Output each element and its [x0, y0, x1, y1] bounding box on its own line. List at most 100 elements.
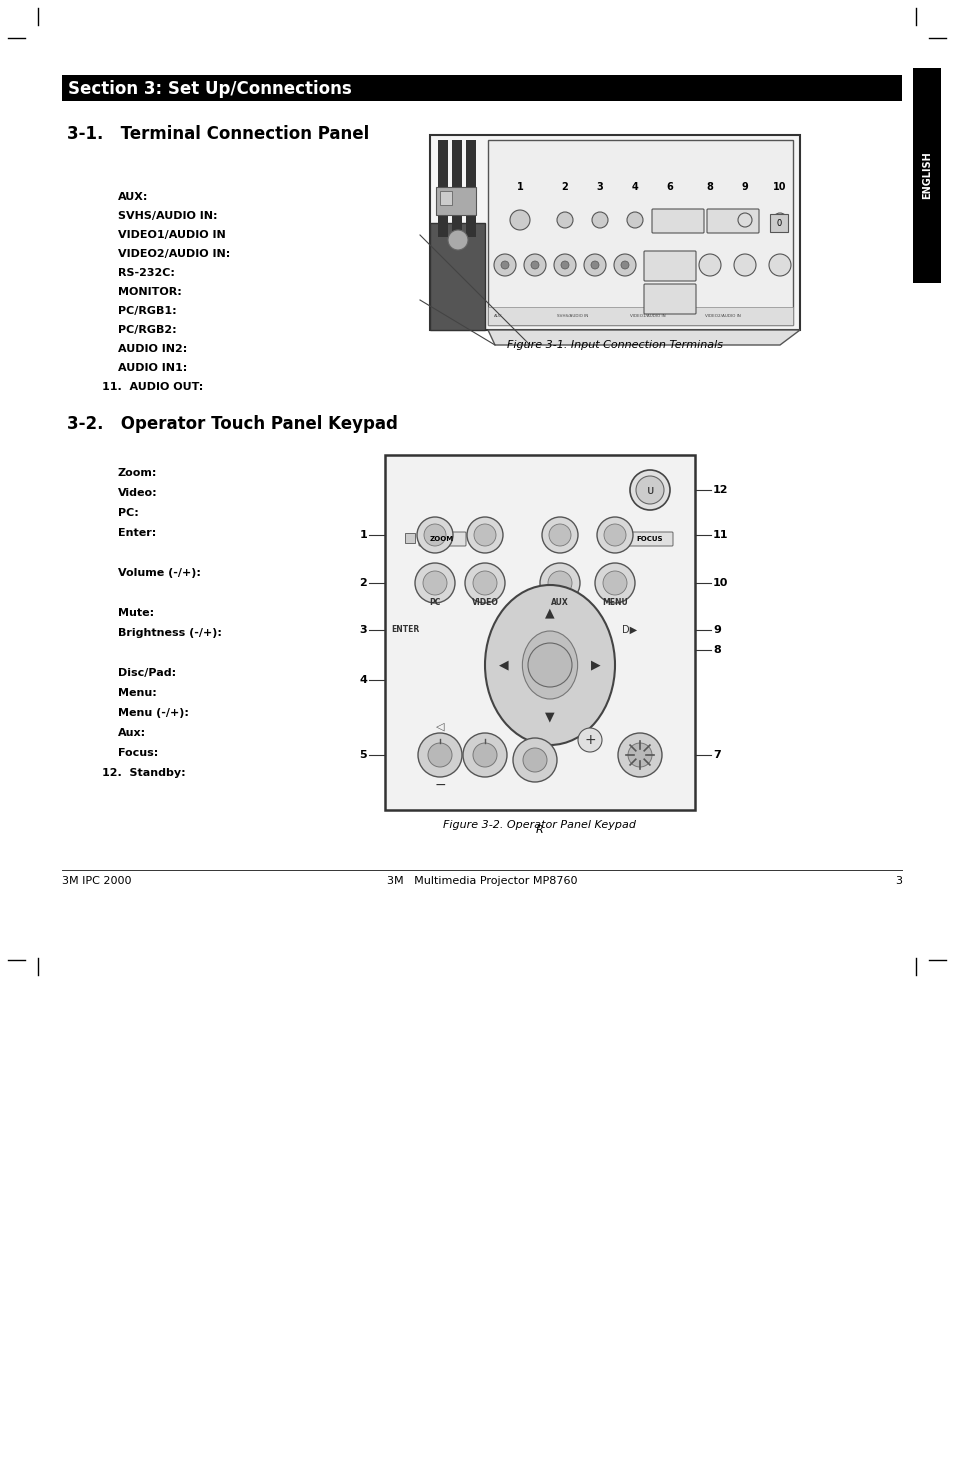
Circle shape [738, 212, 751, 227]
Text: 2: 2 [359, 578, 367, 589]
Circle shape [636, 476, 663, 504]
Circle shape [467, 518, 502, 553]
Circle shape [541, 518, 578, 553]
Text: 3: 3 [596, 181, 602, 192]
Text: ZOOM: ZOOM [430, 535, 454, 541]
Text: 0: 0 [776, 218, 781, 227]
Circle shape [597, 518, 633, 553]
Text: AUX:: AUX: [118, 192, 149, 202]
Bar [465, 140, 476, 237]
Text: ▶: ▶ [591, 658, 600, 671]
Bar [430, 223, 484, 330]
Text: Brightness (-/+):: Brightness (-/+): [118, 628, 222, 639]
Circle shape [614, 254, 636, 276]
Bar [912, 68, 940, 283]
Text: Section 3: Set Up/Connections: Section 3: Set Up/Connections [68, 80, 352, 97]
Text: AUDIO IN1:: AUDIO IN1: [118, 363, 187, 373]
Circle shape [494, 254, 516, 276]
Text: −: − [434, 777, 445, 792]
Bar [385, 454, 695, 810]
Text: 10: 10 [712, 578, 727, 589]
Text: 12.  Standby:: 12. Standby: [102, 768, 186, 777]
Text: 3: 3 [894, 876, 901, 886]
Text: Figure 3-1. Input Connection Terminals: Figure 3-1. Input Connection Terminals [506, 341, 722, 350]
Circle shape [547, 571, 572, 594]
Text: Enter:: Enter: [118, 528, 156, 538]
Circle shape [416, 518, 453, 553]
Circle shape [618, 733, 661, 777]
FancyBboxPatch shape [651, 209, 703, 233]
Text: 11: 11 [712, 530, 728, 540]
Text: PC/RGB2:: PC/RGB2: [118, 324, 176, 335]
Circle shape [523, 254, 545, 276]
Ellipse shape [522, 631, 577, 699]
Text: SVHS/AUDIO IN:: SVHS/AUDIO IN: [118, 211, 217, 221]
Text: Figure 3-2. Operator Panel Keypad: Figure 3-2. Operator Panel Keypad [443, 820, 636, 830]
Bar [452, 140, 461, 237]
Circle shape [560, 261, 568, 268]
Text: MENU: MENU [601, 597, 627, 608]
Bar [405, 532, 415, 543]
Text: Menu (-/+):: Menu (-/+): [118, 708, 189, 718]
Bar [439, 190, 452, 205]
Circle shape [578, 729, 601, 752]
FancyBboxPatch shape [418, 532, 465, 546]
Circle shape [415, 563, 455, 603]
Text: VIDEO2/AUDIO IN: VIDEO2/AUDIO IN [704, 314, 740, 319]
Bar [769, 214, 787, 232]
Text: RS-232C:: RS-232C: [118, 268, 174, 277]
Circle shape [422, 571, 447, 594]
Circle shape [464, 563, 504, 603]
Bar [437, 140, 448, 237]
Text: FOCUS: FOCUS [636, 535, 662, 541]
Text: Focus:: Focus: [118, 748, 158, 758]
Circle shape [513, 738, 557, 782]
Circle shape [595, 563, 635, 603]
Text: SVHS/AUDIO IN: SVHS/AUDIO IN [557, 314, 588, 319]
Circle shape [627, 743, 651, 767]
Circle shape [474, 524, 496, 546]
Text: AUX: AUX [551, 597, 568, 608]
Circle shape [733, 254, 755, 276]
Text: PC:: PC: [118, 507, 138, 518]
Circle shape [500, 261, 509, 268]
Text: ◁: ◁ [436, 721, 444, 732]
Circle shape [699, 254, 720, 276]
Text: D▶: D▶ [621, 625, 637, 636]
Text: Mute:: Mute: [118, 608, 154, 618]
Text: 11.  AUDIO OUT:: 11. AUDIO OUT: [102, 382, 203, 392]
Circle shape [527, 643, 572, 687]
Text: 3: 3 [359, 625, 367, 636]
Circle shape [548, 524, 571, 546]
Text: 5: 5 [359, 749, 367, 760]
Text: Video:: Video: [118, 488, 157, 499]
Text: Zoom:: Zoom: [118, 468, 157, 478]
Text: 6: 6 [666, 181, 673, 192]
Text: ENGLISH: ENGLISH [921, 152, 931, 199]
Text: VIDEO: VIDEO [471, 597, 497, 608]
Text: ▼: ▼ [544, 711, 555, 724]
Circle shape [620, 261, 628, 268]
Circle shape [423, 524, 446, 546]
Text: 8: 8 [706, 181, 713, 192]
Text: PC/RGB1:: PC/RGB1: [118, 305, 176, 316]
Circle shape [417, 733, 461, 777]
Bar [430, 136, 800, 330]
Circle shape [768, 254, 790, 276]
Circle shape [592, 212, 607, 229]
Circle shape [448, 230, 468, 249]
Circle shape [539, 563, 579, 603]
Circle shape [462, 733, 506, 777]
Text: R: R [536, 825, 543, 835]
Text: 3M   Multimedia Projector MP8760: 3M Multimedia Projector MP8760 [386, 876, 577, 886]
Text: MONITOR:: MONITOR: [118, 288, 182, 296]
FancyBboxPatch shape [625, 532, 672, 546]
Text: 3-2.   Operator Touch Panel Keypad: 3-2. Operator Touch Panel Keypad [67, 414, 397, 434]
Text: 4: 4 [358, 676, 367, 684]
Circle shape [531, 261, 538, 268]
Text: 3-1.   Terminal Connection Panel: 3-1. Terminal Connection Panel [67, 125, 369, 143]
Ellipse shape [484, 586, 615, 745]
Text: ▲: ▲ [544, 606, 555, 619]
Circle shape [510, 209, 530, 230]
Text: Aux:: Aux: [118, 729, 146, 738]
